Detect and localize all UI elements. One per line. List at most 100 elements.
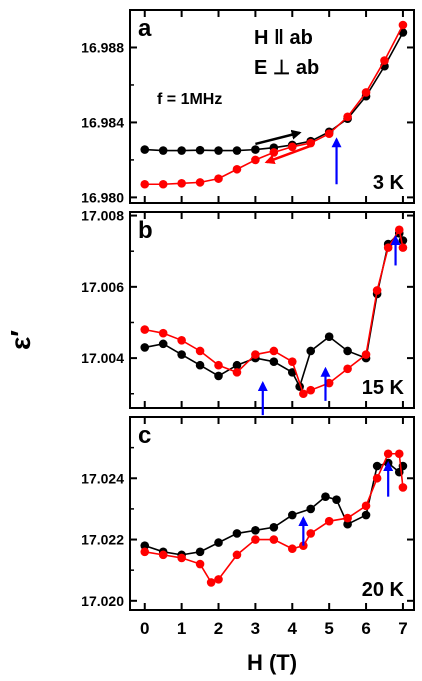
y-tick-label: 17.004 [81,350,124,366]
data-point-red [361,501,371,511]
panel-frame [129,9,415,204]
data-point-red [251,535,260,544]
x-tick-label: 2 [214,619,223,638]
panel-label: c [138,422,151,449]
y-tick-label: 17.022 [81,532,124,548]
y-tick-label: 17.008 [81,208,124,224]
data-point-red [158,328,168,338]
data-point-red [251,350,260,359]
sweep-up-arrow [255,129,302,146]
data-point-black [195,360,205,370]
data-point-red [140,547,150,557]
data-point-red [177,553,186,563]
x-tick-label: 1 [177,619,186,638]
annotation-field-orientation: H ‖ ab [254,27,313,49]
panel-frame [129,211,415,409]
data-point-black [195,547,205,557]
data-point-black [306,346,316,356]
x-tick-label: 7 [398,619,407,638]
y-tick-label: 16.980 [81,189,124,205]
data-point-black [177,350,186,359]
data-point-red [287,544,297,554]
data-point-black [269,522,279,532]
y-tick-label: 17.006 [81,279,124,295]
data-point-red [372,286,382,295]
data-point-black [214,538,223,547]
data-point-red [195,178,205,187]
sweep-down-arrow [264,144,312,165]
data-point-red [383,449,393,459]
data-point-red [324,516,334,526]
data-point-black [214,146,223,155]
data-point-red [287,142,297,152]
data-point-red [214,174,223,183]
data-point-red [177,335,186,345]
panel-c: 17.020 17.022 17.024 c 20 K [81,416,415,611]
data-point-red [251,155,260,165]
data-point-red [195,559,205,569]
x-tick-label: 0 [140,619,149,638]
data-point-red [195,346,205,356]
data-point-black [251,526,260,535]
data-point-red [394,449,404,459]
data-point-red [306,529,316,538]
data-point-red [324,129,334,138]
data-point-red [232,164,242,174]
data-point-black [214,371,223,381]
panel-b: 17.004 17.006 17.008 b 15 K [81,208,415,416]
data-point-black [306,504,316,514]
data-point-red [206,578,216,587]
data-point-red [214,360,223,370]
data-point-red [372,473,382,483]
data-point-black [232,529,242,538]
data-point-red [398,243,408,252]
data-point-red [394,225,404,235]
data-point-black [343,346,352,356]
data-point-red [398,483,408,492]
data-point-black [321,492,330,501]
data-point-black [372,461,382,471]
data-point-red [158,179,168,189]
data-point-black [158,339,168,349]
y-tick-label: 17.020 [81,593,124,609]
data-point-black [324,332,334,342]
data-point-red [324,378,334,388]
panel-a: 16.980 16.984 16.988 a 3 K H ‖ ab E ⊥ ab f = 1M… [81,9,415,205]
y-axis-title: ε′ [5,330,36,350]
x-tick-label: 3 [251,619,260,638]
y-tick-label: 17.024 [81,470,124,486]
data-point-red [287,357,297,366]
data-point-black [332,495,341,505]
annotation-frequency: f = 1MHz [157,91,222,108]
data-point-red [383,243,393,252]
data-point-red [398,20,408,30]
data-point-red [380,56,389,65]
data-point-red [232,368,242,377]
x-tick-label: 6 [361,619,370,638]
annotation-electric-orientation: E ⊥ ab [254,57,319,79]
y-tick-label: 16.988 [81,39,124,55]
x-tick-label: 4 [288,619,298,638]
data-point-red [361,88,371,97]
data-point-black [195,145,205,155]
data-point-red [343,513,352,523]
data-point-black [232,146,242,155]
data-point-black [287,510,297,520]
data-point-red [214,575,223,584]
x-axis: 0 1 2 3 4 5 6 7 [140,619,408,638]
panel-temperature: 15 K [362,377,405,399]
panel-temperature: 20 K [362,579,405,601]
data-point-red [269,535,279,544]
data-point-red [343,364,352,374]
panel-temperature: 3 K [373,172,405,194]
x-tick-label: 5 [324,619,333,638]
data-point-red [306,385,316,395]
data-point-red [177,179,186,188]
series-line-red [144,227,404,395]
data-point-red [140,325,150,334]
data-point-black [140,343,150,352]
data-point-black [140,145,150,154]
data-point-black [343,519,352,529]
data-point-red [343,112,352,122]
